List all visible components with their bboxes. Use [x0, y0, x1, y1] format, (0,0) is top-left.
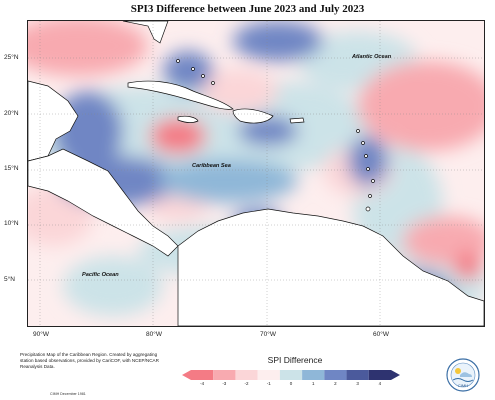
- legend-tick-label: 3: [356, 381, 359, 386]
- legend-tick-label: 4: [378, 381, 382, 386]
- legend-swatches: [191, 370, 391, 380]
- legend-swatch: [235, 370, 258, 380]
- legend-swatch: [213, 370, 236, 380]
- map-credit: CIMH December 1981: [50, 392, 86, 396]
- lat-label-10n: 10°N: [4, 220, 19, 227]
- legend-swatch: [279, 370, 303, 380]
- graticule: [28, 21, 484, 326]
- atlantic-ocean-label: Atlantic Ocean: [352, 54, 392, 60]
- lon-label-60w: 60°W: [373, 331, 389, 338]
- lat-label-25n: 25°N: [4, 54, 19, 61]
- legend-tick-label: -2: [244, 381, 249, 386]
- map-title: SPI3 Difference between June 2023 and Ju…: [130, 3, 365, 15]
- legend-tick-label: -1: [266, 381, 271, 386]
- lon-label-80w: 80°W: [146, 331, 162, 338]
- legend-colorbar: [182, 370, 400, 380]
- lon-label-90w: 90°W: [33, 331, 49, 338]
- legend-arrow-left: [182, 370, 191, 380]
- lon-label-70w: 70°W: [260, 331, 276, 338]
- legend-tick-label: 2: [334, 381, 337, 386]
- caribbean-sea-label: Caribbean Sea: [192, 163, 231, 169]
- map-footnote: Precipitation Map of the Caribbean Regio…: [20, 352, 159, 369]
- pacific-ocean-label: Pacific Ocean: [82, 272, 119, 278]
- coastlines: [28, 21, 484, 326]
- map-panel: [27, 20, 485, 327]
- lat-label-20n: 20°N: [4, 110, 19, 117]
- legend-tick-label: -3: [222, 381, 227, 386]
- legend-tick-label: -4: [200, 381, 205, 386]
- precipitation-field: [28, 21, 484, 326]
- legend-swatch: [368, 370, 391, 380]
- legend-swatch: [324, 370, 347, 380]
- legend-tick-label: 1: [311, 381, 315, 386]
- legend-tick-label: 0: [289, 381, 293, 386]
- legend-arrow-right: [391, 370, 400, 380]
- lat-label-15n: 15°N: [4, 165, 19, 172]
- cimh-logo-icon: CIMH: [446, 358, 480, 392]
- logo-label: CIMH: [458, 383, 468, 388]
- spi-difference-map: [28, 21, 484, 326]
- legend-swatch: [346, 370, 369, 380]
- lat-label-5n: 5°N: [4, 276, 15, 283]
- legend-swatch: [302, 370, 325, 380]
- legend-swatch: [257, 370, 280, 380]
- legend-swatch: [191, 370, 214, 380]
- legend-title: SPI Difference: [267, 355, 323, 365]
